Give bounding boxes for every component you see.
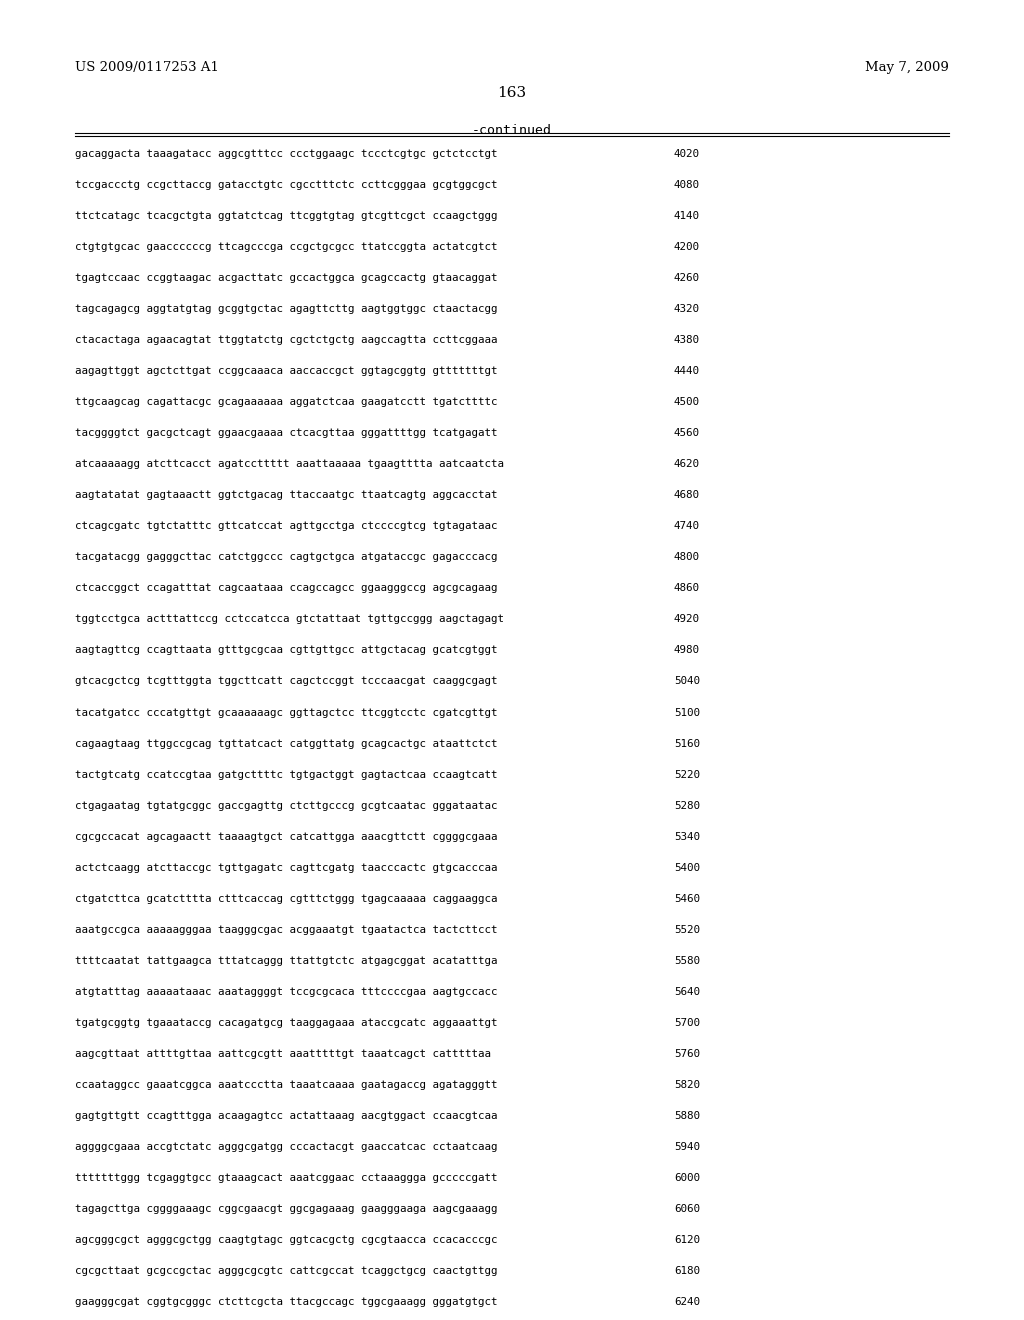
Text: tggtcctgca actttattccg cctccatcca gtctattaat tgttgccggg aagctagagt: tggtcctgca actttattccg cctccatcca gtctat…	[75, 615, 504, 624]
Text: 5880: 5880	[674, 1111, 699, 1121]
Text: aggggcgaaa accgtctatc agggcgatgg cccactacgt gaaccatcac cctaatcaag: aggggcgaaa accgtctatc agggcgatgg cccacta…	[75, 1142, 498, 1152]
Text: 5520: 5520	[674, 924, 699, 935]
Text: atgtatttag aaaaataaac aaataggggt tccgcgcaca tttccccgaa aagtgccacc: atgtatttag aaaaataaac aaataggggt tccgcgc…	[75, 986, 498, 997]
Text: 5460: 5460	[674, 894, 699, 904]
Text: gtcacgctcg tcgtttggta tggcttcatt cagctccggt tcccaacgat caaggcgagt: gtcacgctcg tcgtttggta tggcttcatt cagctcc…	[75, 676, 498, 686]
Text: 5280: 5280	[674, 800, 699, 810]
Text: aagagttggt agctcttgat ccggcaaaca aaccaccgct ggtagcggtg gtttttttgt: aagagttggt agctcttgat ccggcaaaca aaccacc…	[75, 366, 498, 376]
Text: 6120: 6120	[674, 1236, 699, 1245]
Text: atcaaaaagg atcttcacct agatccttttt aaattaaaaa tgaagtttta aatcaatcta: atcaaaaagg atcttcacct agatccttttt aaatta…	[75, 459, 504, 470]
Text: 4080: 4080	[674, 180, 699, 190]
Text: 4380: 4380	[674, 335, 699, 346]
Text: ccaataggcc gaaatcggca aaatccctta taaatcaaaa gaatagaccg agatagggtt: ccaataggcc gaaatcggca aaatccctta taaatca…	[75, 1080, 498, 1090]
Text: tagagcttga cggggaaagc cggcgaacgt ggcgagaaag gaagggaaga aagcgaaagg: tagagcttga cggggaaagc cggcgaacgt ggcgaga…	[75, 1204, 498, 1214]
Text: 5940: 5940	[674, 1142, 699, 1152]
Text: ctcagcgatc tgtctatttc gttcatccat agttgcctga ctccccgtcg tgtagataac: ctcagcgatc tgtctatttc gttcatccat agttgcc…	[75, 521, 498, 532]
Text: 4860: 4860	[674, 583, 699, 594]
Text: 6000: 6000	[674, 1172, 699, 1183]
Text: 4560: 4560	[674, 428, 699, 438]
Text: 5700: 5700	[674, 1018, 699, 1028]
Text: tgagtccaac ccggtaagac acgacttatc gccactggca gcagccactg gtaacaggat: tgagtccaac ccggtaagac acgacttatc gccactg…	[75, 273, 498, 284]
Text: -continued: -continued	[472, 124, 552, 137]
Text: 5040: 5040	[674, 676, 699, 686]
Text: 5640: 5640	[674, 986, 699, 997]
Text: ttttcaatat tattgaagca tttatcaggg ttattgtctc atgagcggat acatatttga: ttttcaatat tattgaagca tttatcaggg ttattgt…	[75, 956, 498, 966]
Text: 5820: 5820	[674, 1080, 699, 1090]
Text: tccgaccctg ccgcttaccg gatacctgtc cgcctttctc ccttcgggaa gcgtggcgct: tccgaccctg ccgcttaccg gatacctgtc cgccttt…	[75, 180, 498, 190]
Text: aagcgttaat attttgttaa aattcgcgtt aaatttttgt taaatcagct catttttaa: aagcgttaat attttgttaa aattcgcgtt aaatttt…	[75, 1048, 490, 1059]
Text: 4020: 4020	[674, 149, 699, 160]
Text: 5100: 5100	[674, 708, 699, 718]
Text: 4500: 4500	[674, 397, 699, 408]
Text: tgatgcggtg tgaaataccg cacagatgcg taaggagaaa ataccgcatc aggaaattgt: tgatgcggtg tgaaataccg cacagatgcg taaggag…	[75, 1018, 498, 1028]
Text: tacatgatcc cccatgttgt gcaaaaaagc ggttagctcc ttcggtcctc cgatcgttgt: tacatgatcc cccatgttgt gcaaaaaagc ggttagc…	[75, 708, 498, 718]
Text: cagaagtaag ttggccgcag tgttatcact catggttatg gcagcactgc ataattctct: cagaagtaag ttggccgcag tgttatcact catggtt…	[75, 739, 498, 748]
Text: 4800: 4800	[674, 552, 699, 562]
Text: tactgtcatg ccatccgtaa gatgcttttc tgtgactggt gagtactcaa ccaagtcatt: tactgtcatg ccatccgtaa gatgcttttc tgtgact…	[75, 770, 498, 780]
Text: 4740: 4740	[674, 521, 699, 532]
Text: 5580: 5580	[674, 956, 699, 966]
Text: ctcaccggct ccagatttat cagcaataaa ccagccagcc ggaagggccg agcgcagaag: ctcaccggct ccagatttat cagcaataaa ccagcca…	[75, 583, 498, 594]
Text: 4620: 4620	[674, 459, 699, 470]
Text: US 2009/0117253 A1: US 2009/0117253 A1	[75, 61, 219, 74]
Text: tacgatacgg gagggcttac catctggccc cagtgctgca atgataccgc gagacccacg: tacgatacgg gagggcttac catctggccc cagtgct…	[75, 552, 498, 562]
Text: aagtagttcg ccagttaata gtttgcgcaa cgttgttgcc attgctacag gcatcgtggt: aagtagttcg ccagttaata gtttgcgcaa cgttgtt…	[75, 645, 498, 656]
Text: gaagggcgat cggtgcgggc ctcttcgcta ttacgccagc tggcgaaagg gggatgtgct: gaagggcgat cggtgcgggc ctcttcgcta ttacgcc…	[75, 1296, 498, 1307]
Text: 163: 163	[498, 86, 526, 100]
Text: cgcgccacat agcagaactt taaaagtgct catcattgga aaacgttctt cggggcgaaa: cgcgccacat agcagaactt taaaagtgct catcatt…	[75, 832, 498, 842]
Text: 6060: 6060	[674, 1204, 699, 1214]
Text: 5220: 5220	[674, 770, 699, 780]
Text: 4680: 4680	[674, 490, 699, 500]
Text: tacggggtct gacgctcagt ggaacgaaaa ctcacgttaa gggattttgg tcatgagatt: tacggggtct gacgctcagt ggaacgaaaa ctcacgt…	[75, 428, 498, 438]
Text: ctgatcttca gcatctttta ctttcaccag cgtttctggg tgagcaaaaa caggaaggca: ctgatcttca gcatctttta ctttcaccag cgtttct…	[75, 894, 498, 904]
Text: 5760: 5760	[674, 1048, 699, 1059]
Text: 6180: 6180	[674, 1266, 699, 1276]
Text: 5160: 5160	[674, 739, 699, 748]
Text: 4200: 4200	[674, 243, 699, 252]
Text: tttttttggg tcgaggtgcc gtaaagcact aaatcggaac cctaaaggga gcccccgatt: tttttttggg tcgaggtgcc gtaaagcact aaatcgg…	[75, 1172, 498, 1183]
Text: ctgtgtgcac gaaccccccg ttcagcccga ccgctgcgcc ttatccggta actatcgtct: ctgtgtgcac gaaccccccg ttcagcccga ccgctgc…	[75, 243, 498, 252]
Text: May 7, 2009: May 7, 2009	[865, 61, 949, 74]
Text: ttgcaagcag cagattacgc gcagaaaaaa aggatctcaa gaagatcctt tgatcttttc: ttgcaagcag cagattacgc gcagaaaaaa aggatct…	[75, 397, 498, 408]
Text: aaatgccgca aaaaagggaa taagggcgac acggaaatgt tgaatactca tactcttcct: aaatgccgca aaaaagggaa taagggcgac acggaaa…	[75, 924, 498, 935]
Text: 5400: 5400	[674, 863, 699, 873]
Text: cgcgcttaat gcgccgctac agggcgcgtc cattcgccat tcaggctgcg caactgttgg: cgcgcttaat gcgccgctac agggcgcgtc cattcgc…	[75, 1266, 498, 1276]
Text: 4920: 4920	[674, 615, 699, 624]
Text: gacaggacta taaagatacc aggcgtttcc ccctggaagc tccctcgtgc gctctcctgt: gacaggacta taaagatacc aggcgtttcc ccctgga…	[75, 149, 498, 160]
Text: ctacactaga agaacagtat ttggtatctg cgctctgctg aagccagtta ccttcggaaa: ctacactaga agaacagtat ttggtatctg cgctctg…	[75, 335, 498, 346]
Text: aagtatatat gagtaaactt ggtctgacag ttaccaatgc ttaatcagtg aggcacctat: aagtatatat gagtaaactt ggtctgacag ttaccaa…	[75, 490, 498, 500]
Text: gagtgttgtt ccagtttgga acaagagtcc actattaaag aacgtggact ccaacgtcaa: gagtgttgtt ccagtttgga acaagagtcc actatta…	[75, 1111, 498, 1121]
Text: 6240: 6240	[674, 1296, 699, 1307]
Text: 4140: 4140	[674, 211, 699, 222]
Text: 4320: 4320	[674, 304, 699, 314]
Text: 4260: 4260	[674, 273, 699, 284]
Text: ctgagaatag tgtatgcggc gaccgagttg ctcttgcccg gcgtcaatac gggataatac: ctgagaatag tgtatgcggc gaccgagttg ctcttgc…	[75, 800, 498, 810]
Text: tagcagagcg aggtatgtag gcggtgctac agagttcttg aagtggtggc ctaactacgg: tagcagagcg aggtatgtag gcggtgctac agagttc…	[75, 304, 498, 314]
Text: 4980: 4980	[674, 645, 699, 656]
Text: ttctcatagc tcacgctgta ggtatctcag ttcggtgtag gtcgttcgct ccaagctggg: ttctcatagc tcacgctgta ggtatctcag ttcggtg…	[75, 211, 498, 222]
Text: 5340: 5340	[674, 832, 699, 842]
Text: agcgggcgct agggcgctgg caagtgtagc ggtcacgctg cgcgtaacca ccacacccgc: agcgggcgct agggcgctgg caagtgtagc ggtcacg…	[75, 1236, 498, 1245]
Text: 4440: 4440	[674, 366, 699, 376]
Text: actctcaagg atcttaccgc tgttgagatc cagttcgatg taacccactc gtgcacccaa: actctcaagg atcttaccgc tgttgagatc cagttcg…	[75, 863, 498, 873]
